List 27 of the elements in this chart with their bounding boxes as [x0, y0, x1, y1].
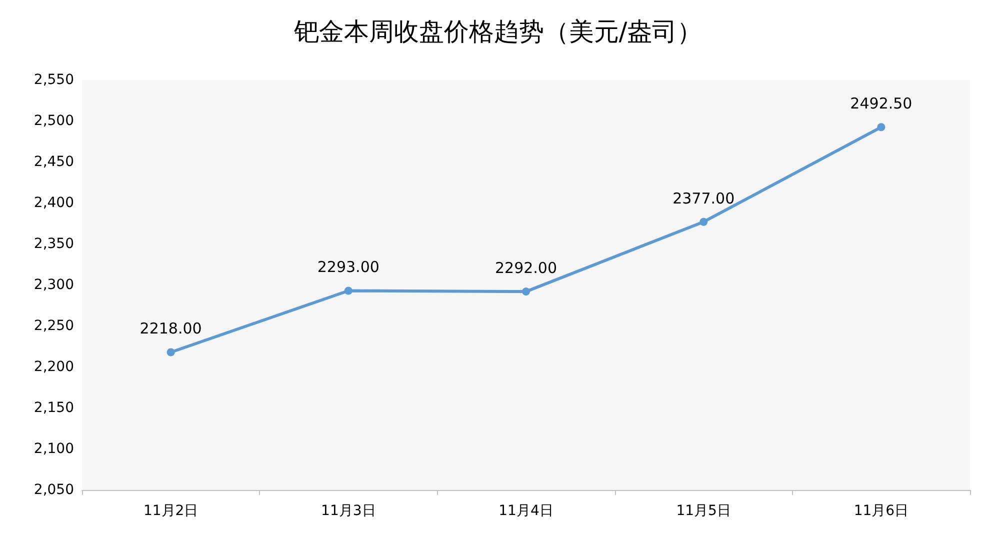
chart-title: 钯金本周收盘价格趋势（美元/盎司） — [292, 17, 702, 46]
point — [522, 288, 530, 296]
point — [166, 348, 175, 356]
y-tick-label: 2,200 — [34, 359, 74, 375]
point — [877, 123, 886, 132]
data-label: 2492.50 — [850, 94, 912, 113]
y-tick-label: 2,350 — [34, 236, 74, 252]
data-label: 2292.00 — [494, 259, 558, 278]
y-tick-label: 2,100 — [34, 441, 74, 457]
x-tick-label: 11月3日 — [321, 503, 376, 519]
y-tick-label: 2,150 — [34, 400, 74, 416]
y-tick-label: 2,250 — [34, 318, 74, 334]
y-tick-label: 2,500 — [34, 113, 74, 129]
y-tick-label: 2,450 — [34, 154, 74, 170]
y-tick-label: 2,050 — [34, 482, 74, 498]
point — [344, 286, 352, 295]
x-tick-label: 11月2日 — [143, 503, 198, 519]
y-tick-label: 2,300 — [34, 277, 74, 293]
point — [700, 218, 708, 226]
x-tick-label: 11月4日 — [498, 503, 554, 519]
y-tick-label: 2,550 — [34, 72, 74, 88]
data-label: 2218.00 — [140, 320, 202, 338]
x-tick-label: 11月6日 — [854, 503, 909, 519]
y-tick-label: 2,400 — [34, 195, 74, 211]
data-label: 2293.00 — [317, 258, 380, 276]
x-tick-label: 11月5日 — [676, 503, 731, 519]
data-label: 2377.00 — [672, 189, 735, 208]
